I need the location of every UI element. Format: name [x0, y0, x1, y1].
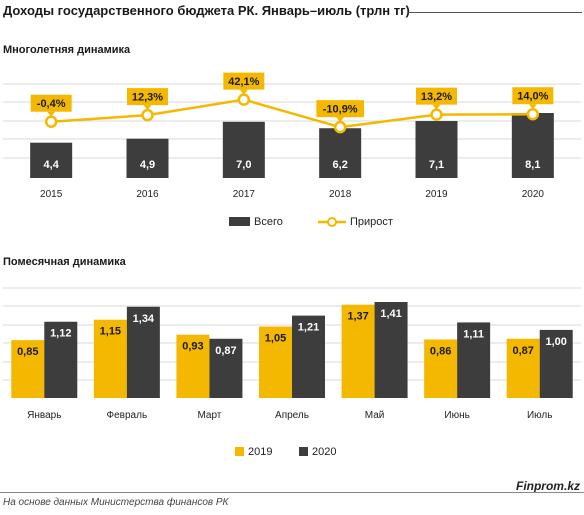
bar-2019-value-label: 1,15 [100, 326, 121, 338]
growth-label-box [316, 100, 364, 118]
growth-value-label: 42,1% [228, 76, 259, 88]
bar-2020-value-label: 1,00 [546, 336, 567, 348]
bar-value-label: 7,0 [236, 159, 251, 171]
bar-2020-value-label: 1,11 [463, 328, 484, 340]
bar-2020-value-label: 0,87 [215, 345, 236, 357]
bar-value-label: 7,1 [429, 159, 444, 171]
bar-2019 [424, 339, 458, 398]
bar-total [511, 113, 554, 178]
bar-2020 [539, 329, 573, 398]
legend-swatch-2020 [299, 447, 308, 456]
chart2-subtitle: Помесячная динамика [3, 256, 126, 268]
growth-label-box [223, 72, 265, 90]
growth-label-pointer [239, 89, 248, 95]
growth-label-box [127, 88, 168, 106]
x-tick-label: Июль [527, 410, 553, 421]
bar-value-label: 6,2 [333, 159, 348, 171]
bar-total [30, 142, 73, 178]
x-tick-label: Март [197, 410, 221, 421]
bar-2020 [374, 302, 408, 398]
x-tick-label: Апрель [275, 410, 309, 421]
bar-2019 [176, 334, 210, 398]
legend-label-growth: Прирост [350, 216, 393, 228]
legend-label-2020: 2020 [312, 446, 336, 458]
footer-divider [0, 492, 584, 493]
growth-label-box [512, 87, 554, 105]
x-tick-label: Июнь [444, 410, 469, 421]
bar-2019 [259, 326, 292, 398]
x-tick-label: Февраль [107, 410, 148, 421]
legend-swatch-total [229, 217, 250, 226]
bar-2019 [506, 338, 540, 398]
x-tick-label: 2016 [136, 189, 159, 200]
bar-total [126, 138, 169, 178]
x-tick-label: 2018 [329, 189, 352, 200]
bar-2020 [457, 322, 491, 398]
legend-label-total: Всего [254, 216, 283, 228]
title-divider [408, 12, 582, 13]
growth-label-pointer [336, 117, 345, 123]
bar-2019 [11, 340, 45, 398]
bar-total [319, 128, 362, 178]
x-tick-label: 2017 [233, 189, 256, 200]
bar-2020 [209, 338, 243, 398]
bar-value-label: 4,9 [140, 159, 155, 171]
bar-2019-value-label: 0,87 [513, 345, 534, 357]
growth-label-pointer [528, 104, 537, 110]
chart1-subtitle: Многолетняя динамика [3, 44, 131, 56]
growth-label-box [416, 87, 457, 105]
bar-2020-value-label: 1,12 [50, 328, 71, 340]
bar-2020-value-label: 1,41 [380, 308, 401, 320]
growth-label-box [30, 94, 72, 112]
x-tick-label: 2020 [522, 189, 545, 200]
page-title: Доходы государственного бюджета РК. Янва… [3, 3, 410, 18]
growth-value-label: 14,0% [517, 91, 548, 103]
bar-2019 [341, 304, 375, 398]
bar-total [222, 121, 265, 178]
bar-2019-value-label: 1,37 [347, 311, 368, 323]
legend-swatch-2019 [235, 447, 244, 456]
bar-2019-value-label: 0,86 [430, 345, 451, 357]
brand-logo: Finprom.kz [515, 479, 580, 493]
bar-2019-value-label: 1,05 [265, 333, 286, 345]
bar-2020-value-label: 1,34 [133, 313, 155, 325]
bar-2020-value-label: 1,21 [298, 322, 319, 334]
bar-2020 [292, 315, 325, 398]
bar-2019-value-label: 0,93 [182, 341, 203, 353]
growth-value-label: -10,9% [323, 104, 358, 116]
growth-label-pointer [47, 111, 56, 117]
bar-value-label: 4,4 [44, 159, 60, 171]
legend-label-2019: 2019 [248, 446, 272, 458]
growth-value-label: 12,3% [132, 92, 163, 104]
x-tick-label: 2015 [40, 189, 63, 200]
bar-value-label: 8,1 [525, 159, 540, 171]
growth-value-label: 13,2% [421, 91, 452, 103]
bar-2020 [126, 306, 160, 398]
bar-2019-value-label: 0,85 [17, 346, 38, 358]
source-note: На основе данных Министерства финансов Р… [3, 497, 229, 508]
bar-total [415, 121, 458, 178]
growth-label-pointer [432, 104, 441, 110]
legend-marker-growth [327, 217, 337, 227]
bar-2020 [44, 321, 78, 398]
growth-value-label: -0,4% [37, 98, 66, 110]
monthly-chart: 0,85 1,12 Январь 1,15 1,34 Февраль 0,93 0,87 Мар… [3, 287, 581, 458]
bar-2019 [93, 319, 127, 398]
annual-chart: 4,4 2015 4,9 2016 7,0 2017 6,2 2018 7,1 2019 8,1 20… [3, 72, 581, 228]
growth-line [51, 98, 533, 129]
x-tick-label: Январь [27, 410, 61, 421]
x-tick-label: Май [365, 410, 385, 421]
x-tick-label: 2019 [425, 189, 448, 200]
growth-label-pointer [143, 105, 152, 111]
